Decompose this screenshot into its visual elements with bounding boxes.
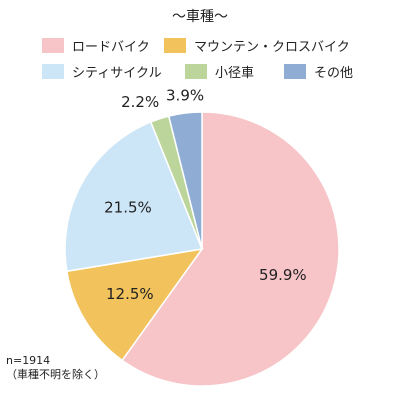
slice-value-label: 21.5% (104, 198, 152, 216)
pie-slice-2 (65, 247, 204, 362)
legend-item-4: 小径車 (185, 60, 254, 82)
legend-label: その他 (314, 65, 354, 81)
legend-item-1: ロードバイク (42, 34, 150, 56)
pie-slice-3 (64, 120, 204, 273)
slice-value-label: 3.9% (166, 86, 204, 104)
pie-slice-5 (167, 111, 203, 250)
legend-swatch (42, 63, 64, 79)
legend-label: ロードバイク (72, 39, 150, 55)
slice-value-label: 2.2% (121, 93, 159, 111)
chart-title: ～車種～ (172, 9, 228, 25)
legend-item-5: その他 (284, 60, 353, 82)
pie-slice-1 (121, 111, 340, 387)
slice-value-label: 12.5% (106, 285, 154, 303)
legend-item-2: マウンテン・クロスバイク (164, 34, 350, 56)
legend-item-3: シティサイクル (42, 60, 162, 82)
legend-swatch (164, 37, 186, 53)
legend-label: マウンテン・クロスバイク (194, 39, 350, 55)
sample-size-note: n=1914 (6, 354, 51, 367)
legend-label: 小径車 (215, 65, 255, 81)
legend-swatch (185, 63, 207, 79)
legend-swatch (284, 63, 306, 79)
legend-label: シティサイクル (72, 65, 162, 81)
exclusion-note: （車種不明を除く） (6, 368, 105, 381)
slice-value-label: 59.9% (259, 266, 307, 284)
legend-swatch (42, 37, 64, 53)
